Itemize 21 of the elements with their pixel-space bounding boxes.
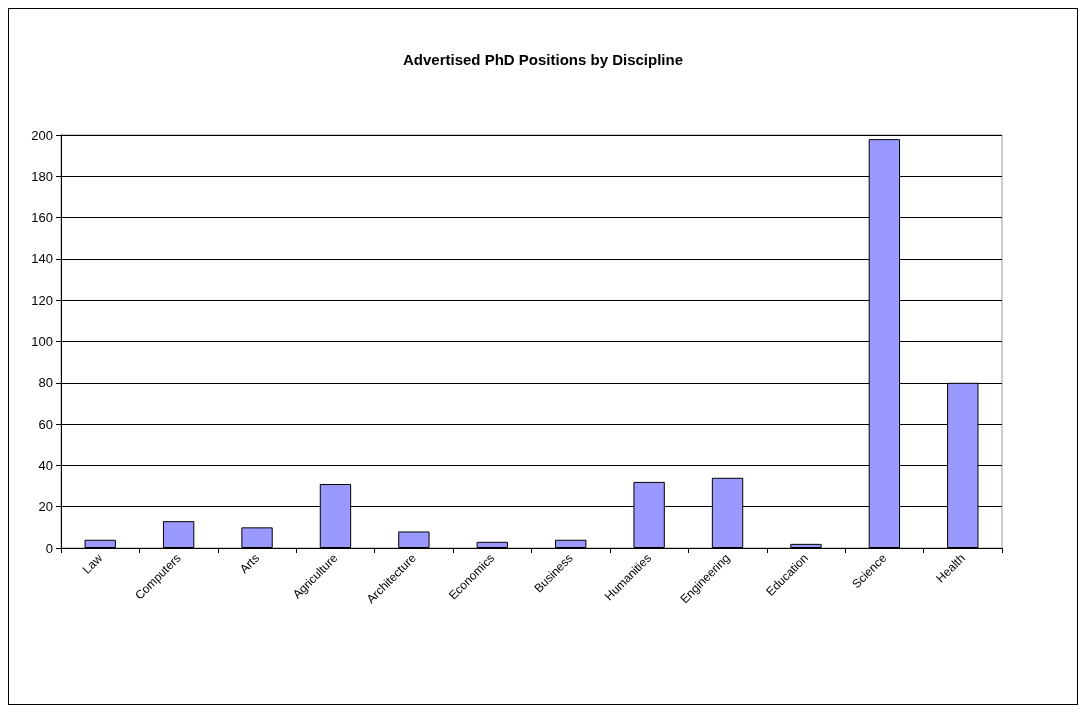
x-tick-label: Law: [79, 550, 106, 577]
y-tick-label: 200: [31, 127, 53, 143]
y-tick-label: 60: [38, 416, 53, 432]
y-tick-label: 40: [38, 457, 53, 473]
bar: [84, 539, 116, 548]
y-tick-label: 140: [31, 251, 53, 267]
x-tick-label: Arts: [237, 551, 262, 577]
y-tick-label: 80: [38, 375, 53, 391]
bar: [476, 541, 508, 548]
y-tick-label: 180: [31, 168, 53, 184]
bar: [162, 521, 195, 548]
y-tick-label: 160: [31, 210, 53, 226]
bar: [398, 531, 430, 548]
bar: [555, 539, 587, 548]
chart-title: Advertised PhD Positions by Discipline: [402, 51, 684, 68]
y-tick-label: 20: [38, 499, 53, 515]
y-tick-label: 0: [45, 540, 53, 556]
y-tick-label: 100: [31, 334, 53, 349]
bar: [241, 527, 273, 548]
y-tick-label: 120: [31, 292, 53, 308]
bar: [790, 543, 822, 548]
